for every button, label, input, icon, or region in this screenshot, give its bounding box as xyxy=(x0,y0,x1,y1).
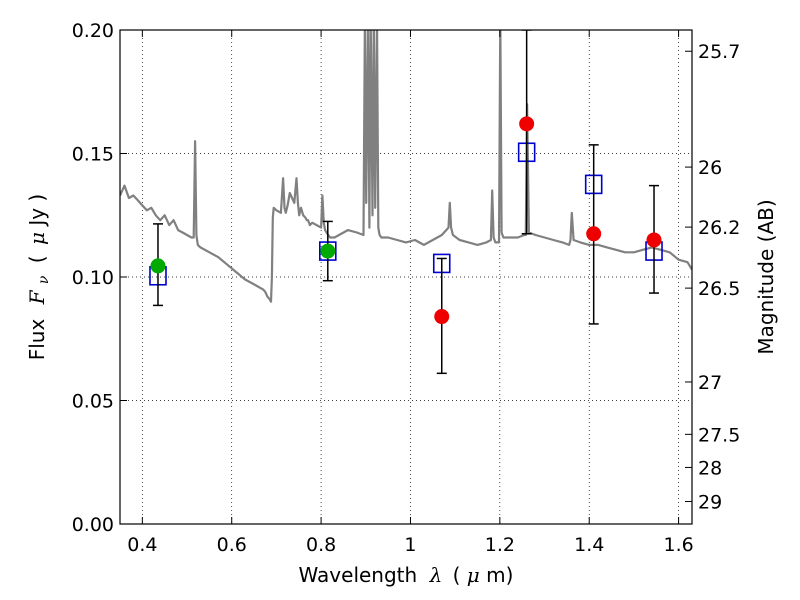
error-bar xyxy=(521,30,532,235)
y-axis-title-unit-open: ( xyxy=(25,255,49,263)
x-tick-label: 1.4 xyxy=(574,534,604,556)
y-axis-title-unit-mu: μ xyxy=(25,232,49,245)
y-tick-label: 0.15 xyxy=(72,144,114,166)
x-axis-title-unit-rest: m) xyxy=(486,563,513,587)
magnitude-tick-label: 27.5 xyxy=(698,424,740,446)
template-spectrum-layer xyxy=(120,30,692,303)
x-tick-label: 0.4 xyxy=(127,534,157,556)
x-axis-title: Wavelength λ ( μ m) xyxy=(299,563,514,587)
x-axis-title-unit-mu: μ xyxy=(467,563,480,587)
data-points-layer xyxy=(149,30,663,375)
x-axis-title-symbol: λ xyxy=(429,563,443,587)
x-tick-label: 1 xyxy=(404,534,416,556)
x-tick-label: 1.6 xyxy=(663,534,693,556)
magnitude-tick-label: 28 xyxy=(698,457,722,479)
observed-flux-point xyxy=(320,243,336,259)
observed-flux-point xyxy=(434,309,450,325)
x-tick-label: 0.6 xyxy=(217,534,247,556)
y-axis-title: Flux F ν ( μ Jy ) xyxy=(25,194,53,361)
y-tick-label: 0.05 xyxy=(72,391,114,413)
x-axis-title-unit-open: ( xyxy=(453,563,461,587)
magnitude-tick-label: 29 xyxy=(698,492,722,514)
y-tick-label: 0.10 xyxy=(72,267,114,289)
y-tick-label: 0.00 xyxy=(72,514,114,536)
plot-frame xyxy=(119,29,693,525)
magnitude-tick-label: 25.7 xyxy=(698,41,740,63)
template-spectrum-line xyxy=(120,30,692,303)
y-axis-title-subscript: ν xyxy=(36,275,52,284)
observed-flux-point xyxy=(586,226,602,242)
x-axis-title-prefix: Wavelength xyxy=(299,563,418,587)
magnitude-tick-label: 26.2 xyxy=(698,217,740,239)
x-tick-label: 0.8 xyxy=(306,534,336,556)
observed-flux-point xyxy=(646,232,662,248)
y-axis-title-symbol: F xyxy=(25,289,49,305)
magnitude-tick-label: 26 xyxy=(698,157,722,179)
observed-flux-point xyxy=(150,258,166,274)
grid-lines xyxy=(120,29,692,525)
y-axis-title-prefix: Flux xyxy=(25,319,49,361)
observed-flux-point xyxy=(519,116,535,132)
y2-axis-title: Magnitude (AB) xyxy=(754,199,778,354)
x-tick-label: 1.2 xyxy=(485,534,515,556)
axis-ticks: 0.4 0.6 0.8 1 1.2 1.4 1.6 0.00 0.05 0.10 0.15 0.20 2… xyxy=(72,20,741,556)
magnitude-tick-label: 27 xyxy=(698,372,722,394)
magnitude-tick-label: 26.5 xyxy=(698,278,740,300)
y-tick-label: 0.20 xyxy=(72,20,114,42)
y-axis-title-unit-rest: Jy ) xyxy=(25,194,49,228)
